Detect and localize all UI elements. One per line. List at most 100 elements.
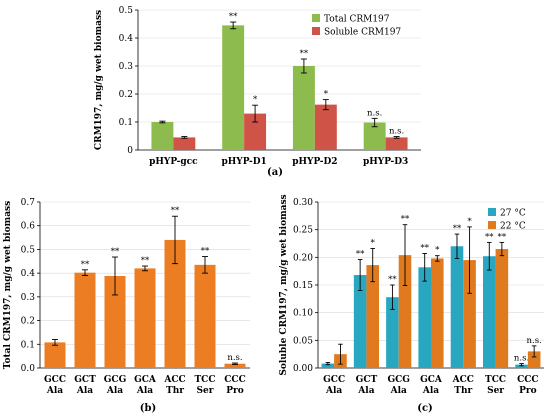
bar-3-1-1 xyxy=(366,265,380,368)
legend-swatch xyxy=(488,208,496,216)
significance-label: ** xyxy=(420,243,429,253)
bar-1-2-0 xyxy=(292,66,315,150)
y-tick-label: 0.4 xyxy=(21,269,36,279)
legend-swatch xyxy=(488,221,496,229)
bar-2-3-0 xyxy=(134,268,156,368)
y-tick-label: 0.4 xyxy=(119,34,134,44)
y-tick-label: 0.25 xyxy=(293,226,313,236)
significance-label: ** xyxy=(171,206,180,216)
x-tick-label: Ala xyxy=(390,386,407,396)
bar-1-0-0 xyxy=(151,122,174,150)
y-axis-label: Total CRM197, mg/g wet biomass xyxy=(3,201,13,369)
bar-3-5-1 xyxy=(495,249,509,368)
bar-3-6-1 xyxy=(527,351,541,368)
significance-label: n.s. xyxy=(514,354,529,364)
panel-label: (a) xyxy=(267,167,283,178)
bar-1-2-1 xyxy=(314,104,337,150)
y-tick-label: 0.00 xyxy=(293,364,313,374)
y-tick-label: 0.3 xyxy=(119,62,134,72)
bar-1-3-1 xyxy=(385,137,408,150)
x-tick-label: Pro xyxy=(519,386,537,396)
y-tick-label: 0.2 xyxy=(119,90,133,100)
bar-2-2-0 xyxy=(104,275,126,368)
x-tick-label: Thr xyxy=(454,386,472,396)
x-tick-label: GCT xyxy=(74,375,96,385)
significance-label: ** xyxy=(300,49,309,59)
panel-label: (c) xyxy=(417,403,433,414)
x-tick-label: pHYP-gcc xyxy=(149,157,198,167)
bar-3-3-0 xyxy=(418,267,431,368)
significance-label: ** xyxy=(111,247,120,257)
x-tick-label: pHYP-D1 xyxy=(221,157,266,167)
x-tick-label: ACC xyxy=(163,375,185,385)
bar-2-1-0 xyxy=(74,272,96,368)
significance-label: ** xyxy=(141,256,150,266)
y-tick-label: 0.5 xyxy=(21,245,36,255)
significance-label: ** xyxy=(453,224,462,234)
legend-swatch xyxy=(312,27,320,35)
x-tick-label: Ala xyxy=(136,386,153,396)
x-tick-label: TCC xyxy=(194,375,215,385)
y-tick-label: 0.1 xyxy=(119,118,133,128)
significance-label: * xyxy=(324,90,329,100)
significance-label: * xyxy=(435,246,440,256)
significance-label: * xyxy=(253,95,258,105)
y-axis-label: Soluble CRM197, mg/g wet biomass xyxy=(279,194,289,375)
panel-label: (b) xyxy=(140,403,156,414)
x-tick-label: CCC xyxy=(517,375,539,385)
bar-3-2-0 xyxy=(386,297,399,368)
y-tick-label: 0.05 xyxy=(293,336,313,346)
significance-label: ** xyxy=(498,232,507,242)
y-tick-label: 0.3 xyxy=(21,293,36,303)
x-tick-label: Ala xyxy=(422,386,439,396)
legend-swatch xyxy=(312,14,320,22)
legend-entry: 22 °C xyxy=(500,222,526,232)
bar-3-4-0 xyxy=(450,246,464,368)
significance-label: ** xyxy=(401,215,410,225)
bar-3-1-0 xyxy=(353,275,367,368)
x-tick-label: GCT xyxy=(356,375,378,385)
bar-2-0-0 xyxy=(44,342,66,368)
x-tick-label: Ala xyxy=(325,386,342,396)
bar-1-1-0 xyxy=(222,25,245,150)
y-tick-label: 0.20 xyxy=(293,253,313,263)
x-tick-label: CCC xyxy=(224,375,246,385)
y-tick-label: 0.1 xyxy=(21,340,35,350)
significance-label: ** xyxy=(201,247,210,257)
x-tick-label: TCC xyxy=(485,375,506,385)
x-tick-label: Ser xyxy=(197,386,214,396)
x-tick-label: Ala xyxy=(76,386,93,396)
significance-label: * xyxy=(467,217,472,227)
significance-label: ** xyxy=(81,260,90,270)
significance-label: n.s. xyxy=(527,336,542,346)
significance-label: * xyxy=(371,238,376,248)
bar-2-4-0 xyxy=(164,239,186,368)
y-tick-label: 0.10 xyxy=(293,309,313,319)
x-tick-label: Pro xyxy=(226,386,244,396)
x-tick-label: Ala xyxy=(46,386,63,396)
x-tick-label: Ser xyxy=(487,386,504,396)
chart-panel-1: 0 0.1 0.2 0.3 0.4 0.5 CRM197, mg/g wet biomass… xyxy=(94,6,421,178)
x-tick-label: GCG xyxy=(104,375,127,385)
significance-label: ** xyxy=(356,250,365,260)
x-tick-label: GCA xyxy=(420,375,443,385)
bar-3-4-1 xyxy=(463,260,476,368)
x-tick-label: GCC xyxy=(44,375,66,385)
bar-3-5-0 xyxy=(482,256,496,368)
y-tick-label: 0.2 xyxy=(21,317,35,327)
bar-1-0-1 xyxy=(173,137,196,150)
bar-2-6-0 xyxy=(224,363,246,368)
y-tick-label: 0.5 xyxy=(119,6,134,16)
significance-label: n.s. xyxy=(227,353,242,363)
y-tick-label: 0.7 xyxy=(21,198,36,208)
bar-3-3-1 xyxy=(431,258,444,368)
significance-label: ** xyxy=(485,232,494,242)
significance-label: n.s. xyxy=(389,127,404,137)
x-tick-label: Ala xyxy=(357,386,374,396)
significance-label: n.s. xyxy=(367,108,382,118)
y-tick-label: 0.0 xyxy=(21,364,36,374)
significance-label: ** xyxy=(388,275,397,285)
bar-3-0-0 xyxy=(321,363,335,368)
legend-entry: Soluble CRM197 xyxy=(324,28,401,38)
